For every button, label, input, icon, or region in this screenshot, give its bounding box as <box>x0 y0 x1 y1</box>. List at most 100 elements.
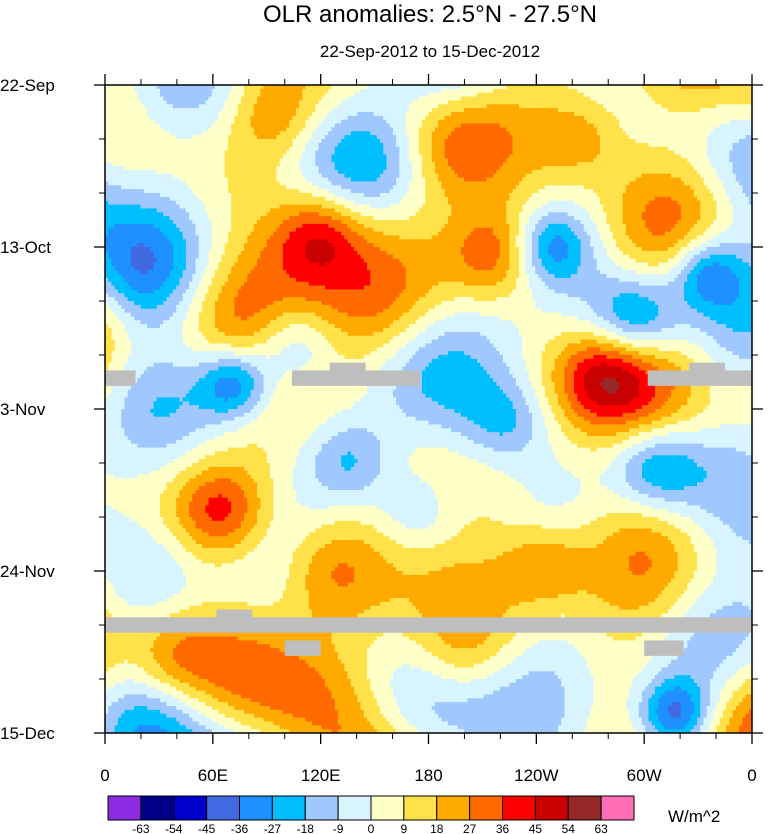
field-cell <box>748 709 752 715</box>
field-cell <box>350 227 375 233</box>
field-cell <box>392 563 455 568</box>
field-cell <box>693 702 701 707</box>
field-cell <box>612 112 752 117</box>
field-cell <box>247 443 258 449</box>
field-cell <box>684 297 705 302</box>
field-cell <box>373 725 394 730</box>
field-cell <box>321 139 342 144</box>
field-cell <box>276 169 303 175</box>
field-cell <box>224 281 245 287</box>
field-cell <box>234 706 271 711</box>
field-cell <box>328 320 394 325</box>
field-cell <box>658 717 692 723</box>
field-cell <box>105 520 138 526</box>
field-cell <box>227 235 248 240</box>
field-cell <box>218 266 232 271</box>
field-cell <box>176 659 307 665</box>
field-cell <box>690 324 727 329</box>
field-cell <box>292 474 316 480</box>
field-cell <box>331 632 384 638</box>
field-cell <box>341 231 358 237</box>
field-cell <box>535 301 588 306</box>
field-cell <box>532 432 549 437</box>
field-cell <box>331 108 410 113</box>
field-cell <box>642 717 650 723</box>
field-cell <box>334 247 355 252</box>
field-cell <box>386 717 407 723</box>
field-cell <box>667 397 688 402</box>
field-cell <box>489 632 517 638</box>
field-cell <box>509 239 517 244</box>
field-cell <box>269 401 355 406</box>
field-cell <box>729 119 752 125</box>
field-cell <box>532 250 540 256</box>
field-cell <box>211 517 226 522</box>
field-cell <box>548 432 565 437</box>
field-cell <box>195 262 210 267</box>
field-cell <box>147 671 168 676</box>
field-cell <box>625 698 643 703</box>
field-cell <box>638 706 650 711</box>
field-cell <box>354 463 381 468</box>
field-cell <box>645 447 737 453</box>
field-cell <box>658 594 682 599</box>
field-cell <box>677 250 688 256</box>
field-cell <box>697 717 705 723</box>
field-cell <box>214 308 235 314</box>
field-cell <box>654 409 679 414</box>
field-cell <box>198 378 219 383</box>
field-cell <box>716 667 740 672</box>
y-tick-label: 13-Oct <box>0 238 51 257</box>
field-cell <box>308 532 384 537</box>
field-cell <box>276 135 297 140</box>
field-cell <box>567 250 582 256</box>
field-cell <box>709 401 752 406</box>
field-cell <box>389 123 407 129</box>
field-cell <box>153 412 171 418</box>
field-cell <box>700 212 718 217</box>
field-cell <box>185 266 197 271</box>
field-cell <box>434 169 455 175</box>
field-cell <box>266 451 300 456</box>
field-cell <box>599 478 627 483</box>
field-cell <box>105 547 168 553</box>
field-cell <box>732 208 752 213</box>
field-cell <box>622 250 679 256</box>
field-cell <box>105 675 155 680</box>
field-cell <box>328 505 378 510</box>
field-cell <box>706 150 730 156</box>
field-cell <box>111 358 129 364</box>
field-cell <box>703 312 752 318</box>
field-cell <box>179 493 193 499</box>
field-cell <box>176 439 206 445</box>
field-cell <box>253 331 278 337</box>
field-cell <box>318 166 336 171</box>
field-cell <box>105 262 113 267</box>
field-cell <box>282 709 339 715</box>
field-cell <box>279 162 300 167</box>
field-cell <box>722 520 752 526</box>
field-cell <box>596 154 682 159</box>
field-cell <box>308 324 336 329</box>
field-cell <box>719 243 752 248</box>
field-cell <box>625 420 653 426</box>
field-cell <box>331 258 365 264</box>
field-cell <box>227 447 265 453</box>
field-cell <box>105 324 109 329</box>
field-cell <box>729 200 750 206</box>
field-cell <box>642 405 663 410</box>
field-cell <box>447 162 504 167</box>
field-cell <box>289 216 333 221</box>
field-cell <box>422 204 452 210</box>
field-cell <box>379 463 410 468</box>
field-cell <box>489 655 517 661</box>
field-cell <box>496 262 510 267</box>
field-cell <box>438 335 488 341</box>
field-cell <box>105 451 187 456</box>
field-cell <box>150 470 180 476</box>
field-cell <box>434 304 536 310</box>
field-cell <box>211 92 229 98</box>
field-cell <box>202 601 248 607</box>
field-cell <box>108 227 161 233</box>
field-cell <box>622 366 640 372</box>
